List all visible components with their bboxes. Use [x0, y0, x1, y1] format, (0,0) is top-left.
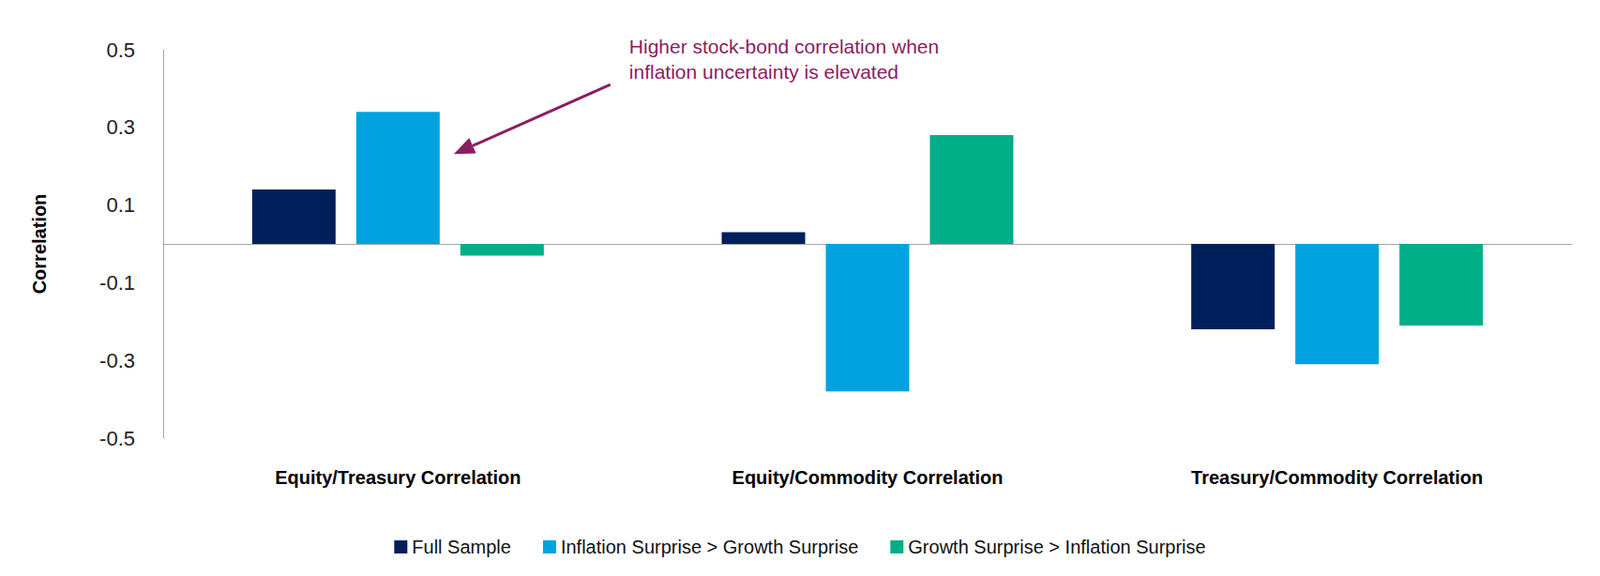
- svg-text:Growth Surprise > Inflation Su: Growth Surprise > Inflation Surprise: [907, 536, 1206, 558]
- svg-text:0.5: 0.5: [105, 38, 136, 62]
- svg-text:-0.5: -0.5: [99, 426, 136, 451]
- svg-text:0.1: 0.1: [105, 193, 136, 217]
- svg-text:-0.3: -0.3: [99, 348, 136, 373]
- svg-text:-0.1: -0.1: [99, 271, 136, 295]
- svg-text:Equity/Treasury Correlation: Equity/Treasury Correlation: [274, 467, 521, 488]
- svg-text:Inflation Surprise > Growth Su: Inflation Surprise > Growth Surprise: [560, 536, 859, 558]
- svg-text:Equity/Commodity Correlation: Equity/Commodity Correlation: [732, 467, 1004, 488]
- svg-text:Full Sample: Full Sample: [411, 536, 512, 558]
- svg-text:Correlation: Correlation: [29, 194, 50, 295]
- svg-text:Higher stock-bond correlation: Higher stock-bond correlation when: [629, 35, 939, 58]
- svg-text:Treasury/Commodity Correlation: Treasury/Commodity Correlation: [1191, 467, 1483, 488]
- svg-text:0.3: 0.3: [105, 115, 136, 139]
- svg-text:inflation uncertainty is eleva: inflation uncertainty is elevated: [629, 60, 899, 83]
